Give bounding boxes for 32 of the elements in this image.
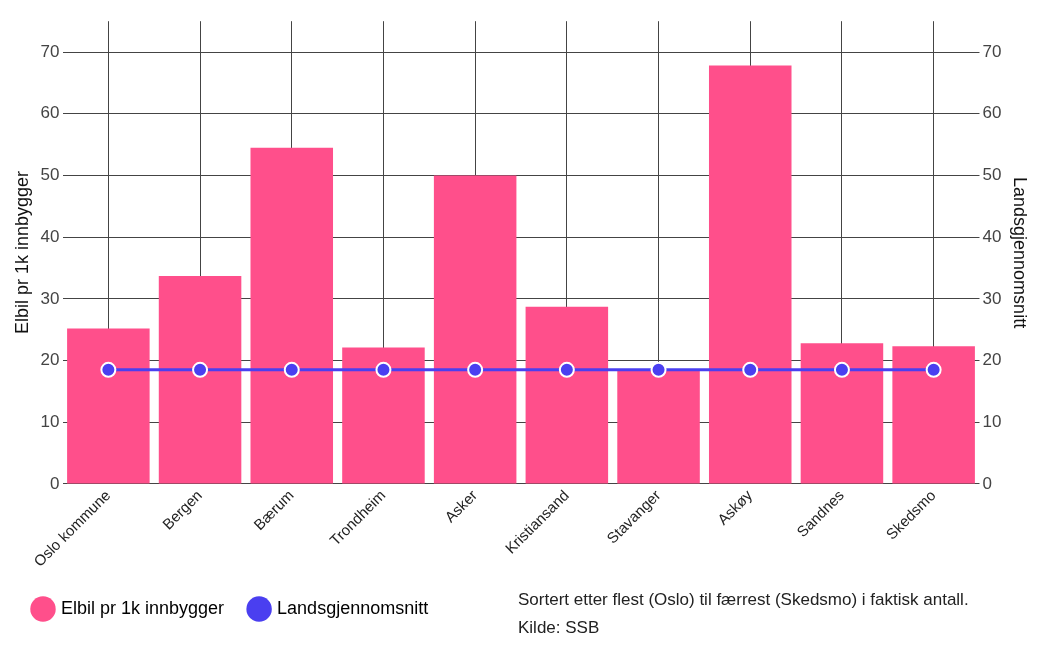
y2-tick-label: 40 (982, 226, 1002, 246)
bar (525, 306, 609, 484)
y-tick-label: 0 (50, 473, 60, 493)
bar (433, 175, 517, 484)
legend-label: Landsgjennomsnitt (277, 597, 429, 618)
y-tick-label: 50 (40, 165, 60, 185)
y2-tick-label: 50 (982, 165, 1002, 185)
bar (892, 346, 975, 484)
y-tick-label: 60 (40, 103, 60, 123)
y2-tick-label: 10 (982, 411, 1002, 431)
y-tick-label: 10 (40, 411, 60, 431)
y2-tick-label: 30 (982, 288, 1002, 308)
bar (342, 347, 425, 484)
bar (617, 369, 700, 484)
bar (800, 343, 884, 484)
y2-tick-label: 60 (982, 103, 1002, 123)
y2-tick-label: 0 (982, 473, 992, 493)
text: Sortert etter flest (Oslo) til færrest (Skedsmo) i faktisk antall. (518, 589, 969, 611)
y2-tick-label: 70 (982, 41, 1002, 61)
bar (250, 147, 334, 484)
bar (158, 276, 242, 484)
y2-axis-title: Landsgjennomsnitt (1010, 177, 1031, 329)
y2-tick-label: 20 (982, 350, 1002, 370)
bar (67, 328, 150, 484)
y-tick-label: 30 (40, 288, 60, 308)
y-axis-title: Elbil pr 1k innbygger (11, 171, 32, 335)
legend-label: Elbil pr 1k innbygger (61, 597, 225, 618)
text: Kilde: SSB (518, 617, 601, 639)
y-tick-label: 70 (40, 41, 60, 61)
y-tick-label: 40 (40, 226, 60, 246)
bar (708, 65, 792, 484)
y-tick-label: 20 (40, 350, 60, 370)
